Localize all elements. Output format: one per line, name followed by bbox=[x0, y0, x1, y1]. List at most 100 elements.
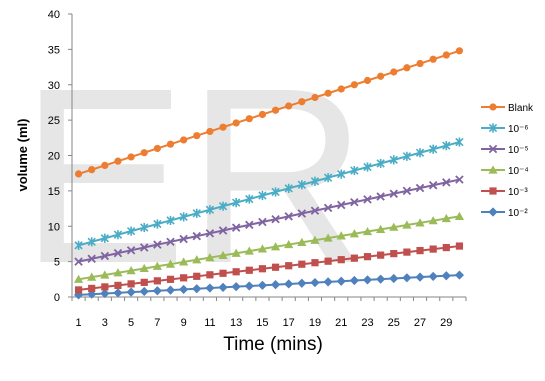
data-point bbox=[402, 220, 412, 229]
data-point bbox=[270, 242, 281, 251]
series-x bbox=[74, 175, 464, 266]
data-point bbox=[337, 169, 346, 179]
data-point bbox=[180, 274, 188, 282]
legend-marker bbox=[489, 187, 497, 195]
data-point bbox=[100, 233, 109, 243]
data-point bbox=[153, 219, 162, 229]
data-point bbox=[310, 277, 320, 288]
data-point bbox=[284, 183, 293, 193]
data-point bbox=[74, 240, 83, 250]
data-point bbox=[403, 64, 411, 72]
series-line-star bbox=[78, 141, 460, 247]
data-point bbox=[442, 141, 451, 151]
data-point bbox=[152, 286, 162, 296]
data-point bbox=[311, 259, 319, 267]
data-point bbox=[376, 224, 386, 233]
data-point bbox=[73, 274, 84, 283]
data-point bbox=[270, 280, 281, 290]
data-point bbox=[415, 183, 425, 193]
data-point bbox=[350, 165, 359, 176]
y-tick-label: 0 bbox=[54, 292, 60, 304]
y-tick-label: 5 bbox=[54, 257, 60, 269]
data-point bbox=[192, 255, 202, 264]
data-point bbox=[402, 151, 412, 161]
data-point bbox=[139, 263, 149, 273]
data-point bbox=[415, 218, 425, 227]
y-tick-label: 30 bbox=[48, 80, 60, 92]
data-point bbox=[363, 76, 372, 85]
data-point bbox=[323, 203, 333, 213]
data-point bbox=[127, 153, 135, 161]
data-point bbox=[139, 243, 149, 252]
data-point bbox=[126, 287, 136, 297]
data-point bbox=[271, 187, 280, 197]
data-point bbox=[271, 263, 280, 271]
data-point bbox=[166, 237, 175, 247]
data-point bbox=[258, 265, 267, 273]
data-point bbox=[415, 272, 425, 282]
y-tick-label: 10 bbox=[48, 221, 60, 233]
data-point bbox=[88, 166, 96, 174]
x-tick-label: 25 bbox=[388, 317, 400, 329]
series-diamond bbox=[73, 270, 465, 300]
data-point bbox=[245, 220, 254, 230]
data-point bbox=[362, 226, 373, 236]
data-point bbox=[416, 59, 424, 68]
series-star bbox=[74, 137, 464, 250]
x-tick-label: 5 bbox=[128, 317, 134, 329]
x-tick-label: 13 bbox=[230, 317, 242, 329]
data-point bbox=[377, 72, 385, 80]
y-tick-label: 35 bbox=[48, 44, 60, 56]
x-tick-label: 17 bbox=[283, 317, 295, 329]
data-point bbox=[284, 279, 294, 289]
data-point bbox=[218, 250, 228, 260]
data-point bbox=[337, 85, 345, 93]
data-point bbox=[206, 127, 214, 136]
legend-item: 10⁻² bbox=[481, 207, 528, 219]
data-point bbox=[179, 284, 189, 295]
series-layer bbox=[73, 47, 465, 300]
data-point bbox=[403, 248, 411, 256]
data-point bbox=[219, 123, 227, 131]
data-point bbox=[101, 161, 109, 170]
series-square bbox=[74, 242, 464, 294]
legend-label: 10⁻⁴ bbox=[508, 166, 529, 177]
data-point bbox=[153, 240, 162, 249]
data-point bbox=[257, 244, 268, 253]
data-point bbox=[87, 237, 96, 247]
data-point bbox=[298, 98, 306, 106]
data-point bbox=[100, 270, 110, 279]
data-point bbox=[258, 190, 267, 201]
legend-item: 10⁻³ bbox=[481, 187, 528, 198]
data-point bbox=[231, 282, 241, 292]
data-point bbox=[428, 180, 438, 190]
data-point bbox=[193, 132, 201, 140]
data-point bbox=[402, 186, 412, 196]
legend-label: Blank bbox=[508, 103, 534, 114]
data-point bbox=[245, 194, 254, 204]
data-point bbox=[205, 252, 215, 262]
data-point bbox=[362, 275, 373, 285]
legend-label: 10⁻⁵ bbox=[508, 145, 529, 156]
data-point bbox=[114, 281, 122, 289]
data-point bbox=[100, 251, 110, 261]
data-point bbox=[100, 288, 110, 299]
data-point bbox=[442, 178, 451, 187]
data-point bbox=[153, 144, 161, 153]
data-point bbox=[271, 214, 280, 224]
legend: Blank 10⁻⁶ 10⁻⁵ 10⁻⁴ 10⁻³ 10⁻² bbox=[481, 103, 534, 219]
y-tick-label: 40 bbox=[48, 9, 60, 21]
data-point bbox=[88, 284, 96, 293]
x-tick-label: 21 bbox=[335, 317, 347, 329]
data-point bbox=[297, 209, 307, 218]
data-point bbox=[429, 55, 437, 63]
x-tick-label: 1 bbox=[76, 317, 82, 329]
data-point bbox=[179, 257, 189, 266]
x-tick-label: 23 bbox=[361, 317, 373, 329]
data-point bbox=[442, 243, 450, 252]
legend-item: 10⁻⁶ bbox=[481, 123, 529, 135]
data-point bbox=[324, 89, 332, 97]
data-point bbox=[166, 275, 175, 283]
